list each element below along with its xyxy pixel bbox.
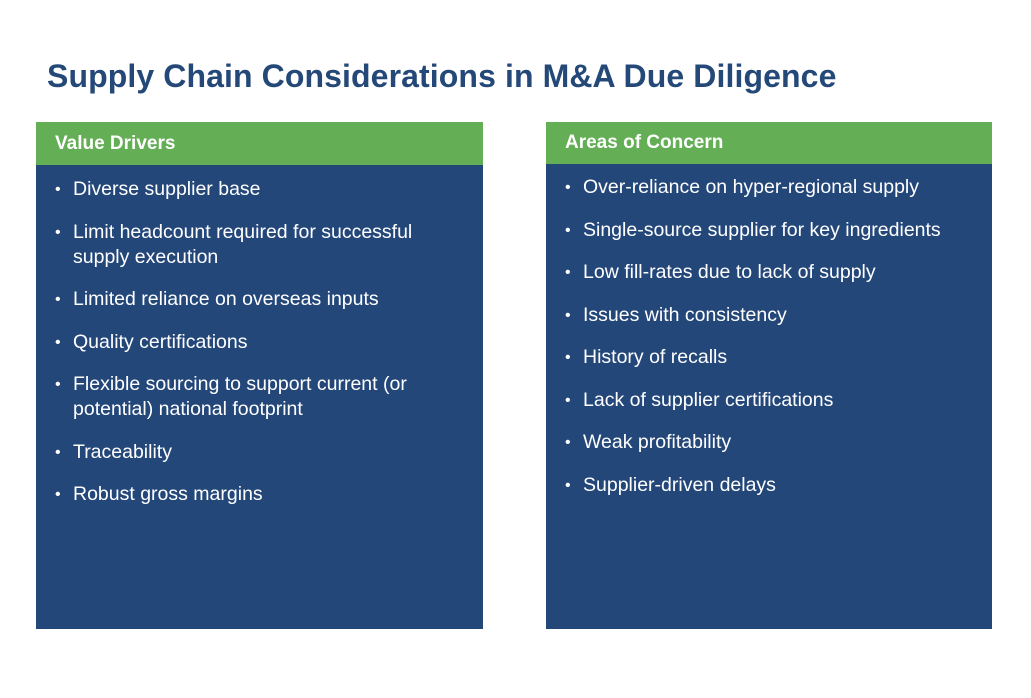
list-item-text: Over-reliance on hyper-regional supply [583, 176, 920, 198]
bullet-icon: • [565, 179, 571, 196]
list-item: • Limit headcount required for successful… [36, 220, 483, 270]
list-item-text: Limit headcount required for successful … [73, 220, 413, 268]
list-item-text: Issues with consistency [583, 303, 787, 326]
list-item-text: Supplier-driven delays [583, 473, 776, 496]
bullet-icon: • [55, 376, 61, 393]
list-item: • Issues with consistency [546, 303, 992, 328]
bullet-icon: • [55, 181, 61, 198]
list-item: • Over-reliance on hyper-regional supply [546, 175, 992, 200]
bullet-icon: • [565, 434, 571, 451]
list-item: • Quality certifications [36, 330, 483, 355]
bullet-icon: • [565, 264, 571, 281]
page-title: Supply Chain Considerations in M&A Due D… [47, 58, 837, 94]
areas-of-concern-list: • Over-reliance on hyper-regional supply … [546, 164, 992, 498]
bullet-icon: • [565, 306, 571, 324]
list-item: • Traceability [36, 440, 483, 465]
list-item: • Flexible sourcing to support current (o… [36, 372, 483, 422]
bullet-icon: • [55, 486, 61, 503]
list-item-text: Single-source supplier for key ingredien… [583, 218, 941, 241]
bullet-icon: • [565, 349, 571, 366]
list-item: • Diverse supplier base [36, 177, 483, 202]
list-item-text: Traceability [73, 440, 172, 463]
list-item: • Robust gross margins [36, 482, 483, 507]
bullet-icon: • [55, 223, 61, 241]
list-item: • Single-source supplier for key ingredie… [546, 218, 992, 243]
bullet-icon: • [565, 476, 571, 494]
list-item-text: History of recalls [583, 346, 728, 368]
bullet-icon: • [55, 291, 61, 308]
list-item-text: Lack of supplier certifications [583, 388, 834, 411]
areas-of-concern-header: Areas of Concern [546, 122, 992, 164]
list-item-text: Robust gross margins [73, 483, 263, 505]
value-drivers-list: • Diverse supplier base • Limit headcount … [36, 165, 483, 507]
value-drivers-header: Value Drivers [36, 122, 483, 165]
list-item: • Supplier-driven delays [546, 473, 992, 498]
bullet-icon: • [55, 333, 61, 351]
list-item: • Limited reliance on overseas inputs [36, 287, 483, 312]
list-item-text: Limited reliance on overseas inputs [73, 288, 379, 310]
list-item-text: Diverse supplier base [73, 178, 261, 200]
bullet-icon: • [55, 443, 61, 461]
value-drivers-panel: Value Drivers • Diverse supplier base • Li… [36, 122, 483, 629]
list-item-text: Low fill-rates due to lack of supply [583, 261, 876, 283]
list-item: • History of recalls [546, 345, 992, 370]
bullet-icon: • [565, 391, 571, 409]
list-item: • Lack of supplier certifications [546, 388, 992, 413]
list-item: • Low fill-rates due to lack of supply [546, 260, 992, 285]
bullet-icon: • [565, 221, 571, 239]
list-item-text: Quality certifications [73, 330, 248, 353]
list-item: • Weak profitability [546, 430, 992, 455]
list-item-text: Flexible sourcing to support current (or… [73, 373, 407, 420]
areas-of-concern-panel: Areas of Concern • Over-reliance on hyper… [546, 122, 992, 629]
list-item-text: Weak profitability [583, 431, 732, 453]
